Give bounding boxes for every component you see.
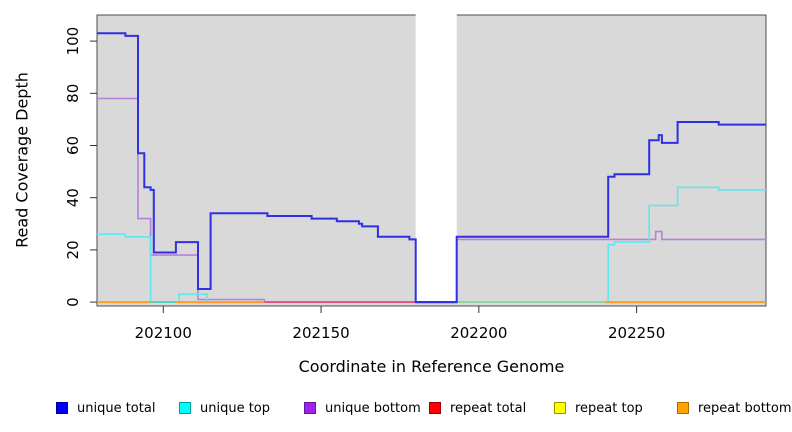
legend-label: unique top	[200, 400, 271, 416]
legend-swatch-repeat-bottom	[677, 402, 689, 414]
x-tick-label: 202250	[608, 324, 665, 342]
x-tick-label: 202200	[450, 324, 507, 342]
y-tick-label: 0	[64, 297, 82, 307]
legend-item-unique-total: unique total	[56, 397, 155, 419]
legend-item-unique-top: unique top	[179, 397, 270, 419]
y-tick-label: 20	[64, 240, 82, 259]
legend-item-repeat-top: repeat top	[554, 397, 643, 419]
x-tick-label: 202100	[135, 324, 192, 342]
y-tick-label: 40	[64, 188, 82, 207]
legend-swatch-unique-bottom	[304, 402, 316, 414]
no-data-gap-band	[415, 9, 457, 303]
legend-swatch-unique-top	[179, 402, 191, 414]
x-axis-label: Coordinate in Reference Genome	[298, 357, 565, 376]
series-line-unique-bottom	[97, 97, 766, 303]
legend-label: repeat bottom	[698, 400, 792, 416]
legend-label: unique total	[77, 400, 156, 416]
series-line-unique-top	[97, 186, 766, 303]
y-axis-label: Read Coverage Depth	[12, 72, 32, 248]
legend-label: repeat total	[450, 400, 527, 416]
y-tick-label: 60	[64, 136, 82, 155]
legend-item-unique-bottom: unique bottom	[304, 397, 421, 419]
legend-label: unique bottom	[325, 400, 421, 416]
legend-swatch-repeat-top	[554, 402, 566, 414]
legend-swatch-repeat-total	[429, 402, 441, 414]
legend: unique total unique top unique bottom repea…	[0, 397, 792, 423]
legend-item-repeat-total: repeat total	[429, 397, 526, 419]
y-tick-label: 100	[64, 27, 82, 56]
series-line-unique-total	[97, 32, 766, 304]
y-tick-label: 80	[64, 84, 82, 103]
legend-label: repeat top	[575, 400, 643, 416]
chart-canvas: 202100 202150 202200 202250 0 20 40 60 80 100	[64, 9, 767, 342]
x-tick-label: 202150	[292, 324, 349, 342]
legend-swatch-unique-total	[56, 402, 68, 414]
legend-item-repeat-bottom: repeat bottom	[677, 397, 792, 419]
